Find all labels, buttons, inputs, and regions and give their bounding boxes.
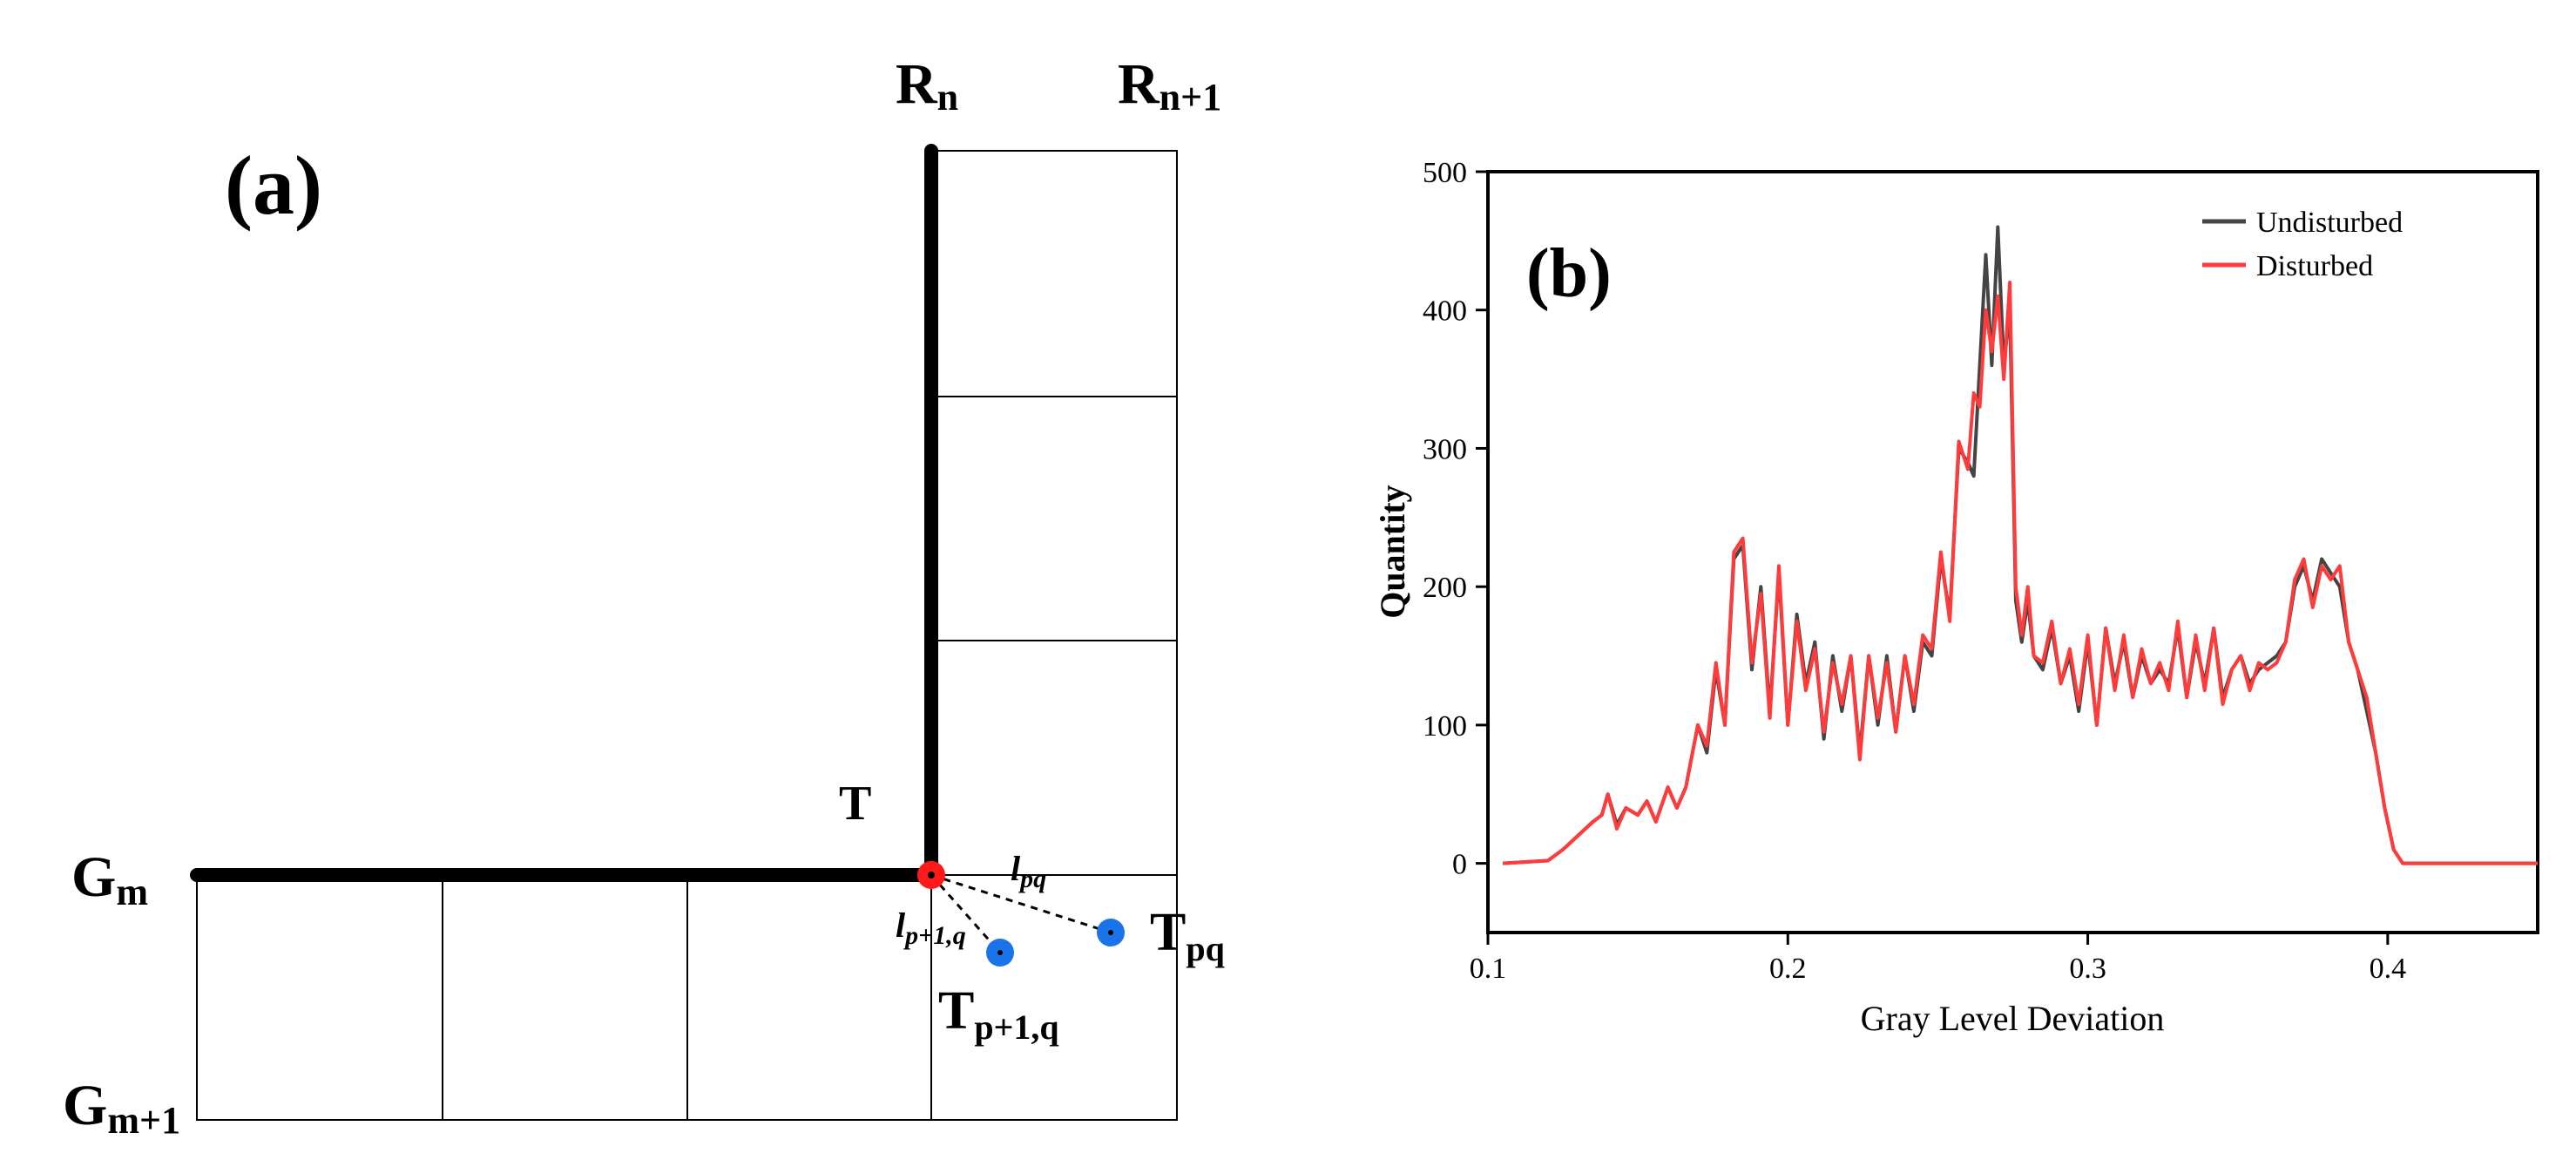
label-gm: Gm (71, 845, 148, 913)
plot-frame (1486, 170, 2539, 934)
series-line-disturbed (1503, 281, 2538, 865)
grid-cells (196, 150, 1178, 1121)
label-t: T (839, 777, 871, 831)
y-tick-label: 200 (1423, 572, 1467, 604)
y-tick-label: 300 (1423, 433, 1467, 465)
panel-b-chart: 0.1 0.2 0.3 0.4 0 100 200 300 400 500 (b) Gray Le… (1373, 157, 2539, 1038)
legend-label-disturbed: Disturbed (2256, 250, 2373, 282)
label-rn: Rn (896, 52, 958, 119)
label-lpq: lpq (1011, 849, 1046, 893)
label-tp1q: Tp+1,q (938, 981, 1059, 1047)
label-tpq: Tpq (1150, 903, 1225, 968)
distance-line-pq (930, 873, 1112, 934)
y-tick-label: 500 (1423, 157, 1467, 189)
label-lp1q: lp+1,q (896, 906, 966, 950)
x-tick-label: 0.2 (1769, 953, 1807, 985)
x-axis-title: Gray Level Deviation (1861, 999, 2165, 1038)
y-tick-label: 400 (1423, 295, 1467, 328)
y-axis-title: Quantity (1373, 485, 1412, 618)
series-line-undisturbed (1503, 225, 2538, 865)
label-gm1: Gm+1 (63, 1074, 180, 1142)
y-tick-label: 0 (1452, 849, 1467, 881)
panel-b-label: (b) (1526, 235, 1612, 312)
panel-a-diagram: (a) Rn Rn+1 Gm Gm+1 T Tpq Tp+1,q (63, 52, 1225, 1142)
y-tick-label: 100 (1423, 710, 1467, 743)
x-tick-label: 0.4 (2370, 953, 2407, 985)
x-tick-label: 0.3 (2069, 953, 2106, 985)
legend-label-undisturbed: Undisturbed (2256, 207, 2403, 239)
x-tick-label: 0.1 (1470, 953, 1507, 985)
distance-line-p1q (930, 874, 1002, 953)
panel-a-label: (a) (225, 139, 322, 232)
label-rn1: Rn+1 (1118, 52, 1221, 119)
